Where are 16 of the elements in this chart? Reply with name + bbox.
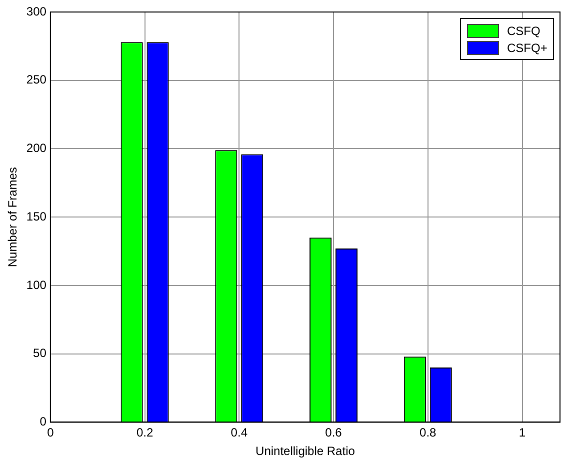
y-tick-label: 200 [26, 141, 47, 156]
x-tick-label: 0.4 [230, 426, 248, 440]
y-tick-label: 250 [26, 72, 47, 87]
x-tick-label: 0.2 [136, 426, 154, 440]
legend-label: CSFQ [507, 24, 540, 38]
x-tick-label: 0.6 [325, 426, 342, 440]
y-tick-label: 0 [40, 414, 47, 429]
y-tick-label: 300 [26, 4, 47, 18]
x-axis-title: Unintelligible Ratio [256, 444, 356, 458]
y-axis-title: Number of Frames [6, 167, 20, 268]
y-tick-label: 100 [26, 278, 47, 292]
legend-label: CSFQ+ [507, 40, 548, 54]
x-tick-label: 0.8 [420, 426, 437, 440]
x-tick-label: 1 [518, 426, 526, 440]
y-tick-label: 50 [33, 346, 47, 360]
y-tick-label: 150 [26, 209, 47, 224]
